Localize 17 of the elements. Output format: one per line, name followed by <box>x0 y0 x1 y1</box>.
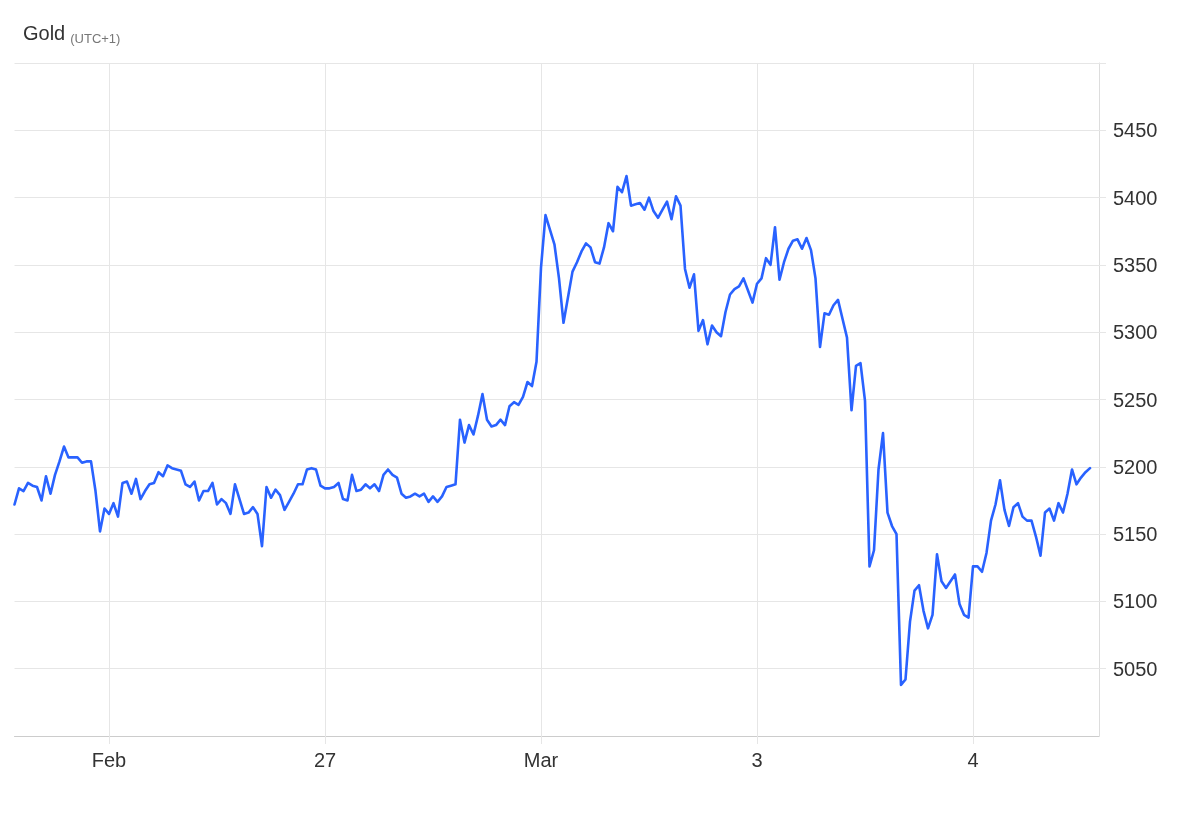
y-tick-label: 5250 <box>1113 388 1158 411</box>
chart-subtitle: (UTC+1) <box>70 31 121 46</box>
y-tick-label: 5300 <box>1113 321 1158 344</box>
chart-title: Gold <box>23 22 66 44</box>
y-tick-label: 5450 <box>1113 119 1158 142</box>
y-tick-label: 5050 <box>1113 657 1158 680</box>
y-tick-label: 5400 <box>1113 186 1158 209</box>
y-tick-label: 5100 <box>1113 590 1158 613</box>
line-series <box>13 174 1092 687</box>
x-tick-label: Mar <box>523 749 559 771</box>
x-tick-label: 4 <box>967 749 979 771</box>
y-tick-label: 5350 <box>1113 253 1158 276</box>
x-tick-label: 27 <box>313 749 337 771</box>
y-tick-label: 5200 <box>1113 455 1158 478</box>
x-tick-label: 3 <box>751 749 763 771</box>
x-tick-label: Feb <box>91 749 127 771</box>
y-tick-label: 5150 <box>1113 523 1158 546</box>
